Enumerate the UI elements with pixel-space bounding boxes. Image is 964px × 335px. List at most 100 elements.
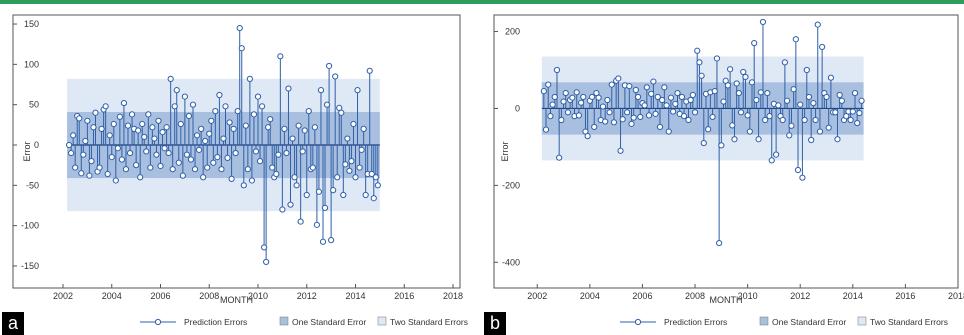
error-point (309, 164, 316, 171)
error-point (78, 170, 85, 177)
error-point (792, 36, 799, 43)
error-point (84, 117, 91, 124)
error-point (685, 116, 692, 124)
error-point (604, 96, 611, 104)
x-tick-label: 2012 (790, 291, 810, 301)
x-tick-label: 2014 (843, 291, 863, 301)
error-point (293, 182, 300, 189)
error-point (720, 98, 727, 105)
error-point (137, 174, 144, 181)
error-point (759, 18, 767, 26)
error-point (560, 98, 567, 105)
error-point (746, 128, 753, 135)
error-point (713, 55, 721, 62)
error-point (344, 135, 351, 142)
error-point (330, 187, 337, 194)
y-axis-label: Error (22, 141, 32, 161)
error-point (283, 149, 290, 157)
error-point (228, 175, 235, 182)
error-point (748, 79, 756, 86)
error-point (360, 125, 367, 132)
error-point (628, 120, 635, 127)
error-point (260, 244, 268, 251)
error-point (849, 108, 856, 115)
error-point (76, 115, 83, 122)
error-point (145, 111, 152, 118)
error-point (540, 88, 547, 95)
error-point (195, 146, 203, 153)
error-point (786, 132, 793, 139)
error-point (619, 116, 626, 123)
error-point (242, 122, 249, 129)
error-point (323, 101, 331, 108)
error-point (161, 145, 168, 152)
legend-marker-swatch (154, 318, 162, 326)
error-point (630, 114, 637, 121)
error-point (700, 139, 707, 147)
legend: Prediction Errors One Standard Error Two S… (620, 316, 948, 327)
x-tick-label: 2006 (150, 291, 170, 301)
error-point (65, 141, 73, 149)
error-point (151, 135, 158, 142)
error-point (135, 127, 142, 134)
error-point (244, 166, 251, 173)
y-tick-label: 0 (34, 140, 39, 150)
error-point (584, 133, 591, 140)
error-point (753, 96, 760, 104)
error-point (106, 132, 113, 139)
error-point (656, 123, 664, 131)
error-point (588, 93, 596, 101)
prediction-error-needles (70, 28, 379, 262)
error-point (167, 75, 174, 82)
error-point (599, 103, 607, 110)
error-point (838, 97, 845, 104)
error-point (362, 191, 369, 199)
error-point (108, 153, 115, 161)
error-point (112, 177, 119, 184)
error-point (551, 93, 558, 101)
error-point (606, 109, 613, 116)
error-point (816, 128, 824, 135)
error-point (350, 120, 357, 128)
x-axis-label: MONTH (220, 295, 253, 305)
error-point (705, 126, 712, 133)
y-tick-label: -50 (26, 180, 39, 190)
x-tick-label: 2016 (895, 291, 915, 301)
error-point (549, 101, 556, 108)
error-point (234, 108, 241, 115)
error-point (232, 149, 239, 157)
error-point (624, 109, 631, 116)
y-tick-label: -200 (502, 180, 520, 190)
error-point (216, 91, 223, 99)
error-point (155, 117, 162, 124)
error-point (847, 116, 854, 124)
x-tick-label: 2010 (248, 291, 268, 301)
error-point (709, 113, 716, 121)
legend-one-se-swatch (759, 316, 769, 326)
legend: Prediction Errors One Standard Error Two S… (140, 316, 468, 327)
error-point (733, 80, 740, 87)
error-point (222, 103, 229, 110)
error-point (374, 182, 381, 189)
legend-two-se-swatch (377, 316, 387, 326)
error-point (92, 109, 99, 116)
error-point (762, 116, 769, 124)
error-point (295, 122, 302, 129)
legend-two-se-swatch (857, 316, 867, 326)
error-point (133, 162, 140, 169)
error-point (553, 66, 561, 74)
error-point (716, 239, 723, 247)
error-point (358, 146, 365, 153)
error-point (670, 108, 677, 115)
y-tick-label: -400 (502, 257, 520, 267)
error-point (643, 84, 650, 91)
x-tick-label: 2012 (297, 291, 317, 301)
error-point (632, 86, 639, 94)
error-point (285, 85, 292, 92)
legend-two-standard-errors: Two Standard Errors (390, 317, 468, 327)
error-point (171, 103, 178, 110)
error-point (781, 59, 788, 66)
error-point (325, 62, 333, 70)
error-point (342, 161, 349, 168)
